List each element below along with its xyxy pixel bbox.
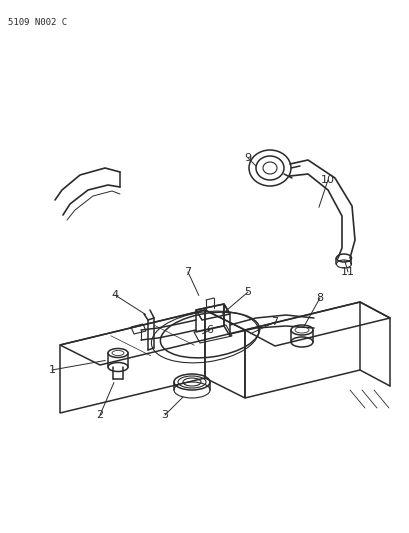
Text: 2: 2 <box>96 410 103 420</box>
Text: 5: 5 <box>244 287 251 297</box>
Text: 4: 4 <box>111 290 118 300</box>
Text: 7: 7 <box>184 267 191 277</box>
Text: 5109 N002 C: 5109 N002 C <box>8 18 67 27</box>
Text: 1: 1 <box>48 365 55 375</box>
Text: 6: 6 <box>206 325 213 335</box>
Text: 9: 9 <box>244 153 251 163</box>
Text: 10: 10 <box>320 175 334 185</box>
Text: 11: 11 <box>340 267 354 277</box>
Text: 3: 3 <box>161 410 168 420</box>
Text: 7: 7 <box>271 317 278 327</box>
Text: 8: 8 <box>316 293 323 303</box>
